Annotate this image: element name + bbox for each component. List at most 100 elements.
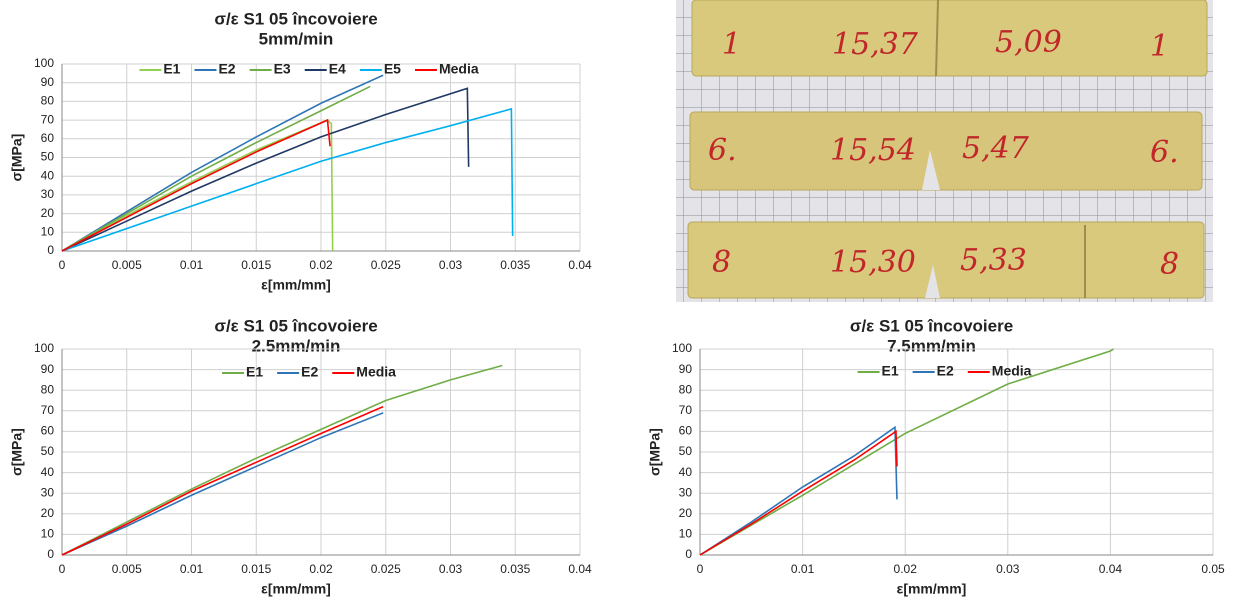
x-tick-label: 0.01	[180, 562, 204, 576]
photo-label: 5,09	[995, 25, 1062, 60]
y-tick-label: 20	[679, 506, 693, 520]
y-tick-label: 0	[47, 243, 54, 257]
legend-label: E2	[301, 364, 318, 380]
y-tick-label: 100	[672, 341, 692, 355]
y-tick-label: 20	[41, 506, 55, 520]
x-tick-label: 0.01	[791, 562, 815, 576]
legend-label: E4	[329, 61, 346, 77]
x-tick-label: 0.03	[996, 562, 1020, 576]
y-tick-label: 50	[679, 444, 693, 458]
y-tick-label: 40	[679, 465, 693, 479]
y-tick-label: 70	[41, 403, 55, 417]
y-tick-label: 30	[679, 485, 693, 499]
y-tick-label: 30	[41, 187, 55, 201]
y-tick-label: 60	[41, 424, 55, 438]
legend-label: E2	[218, 61, 235, 77]
y-tick-label: 10	[41, 527, 55, 541]
x-tick-label: 0.01	[180, 258, 204, 272]
series-line	[61, 119, 334, 252]
y-tick-label: 90	[41, 362, 55, 376]
x-tick-label: 0.025	[371, 258, 401, 272]
photo-label: 15,30	[830, 245, 916, 280]
strip	[689, 111, 1203, 191]
photo-label: 1	[722, 27, 741, 62]
y-tick-label: 0	[47, 547, 54, 561]
x-tick-label: 0.03	[439, 562, 463, 576]
legend-label: E5	[384, 61, 401, 77]
specimen-photo: 1 15,37 5,09 1 6. 15,54 5,47 6. 8 15,30 …	[676, 0, 1213, 302]
y-tick-label: 10	[41, 224, 55, 238]
crack	[935, 0, 939, 77]
y-tick-label: 80	[41, 94, 55, 108]
x-tick-label: 0.02	[309, 562, 333, 576]
legend-label: Media	[992, 363, 1032, 379]
y-tick-label: 100	[34, 341, 54, 355]
photo-label: 5,47	[962, 131, 1030, 166]
x-axis-label: ε[mm/mm]	[897, 581, 967, 597]
x-axis-label: ε[mm/mm]	[261, 277, 331, 293]
notch	[922, 150, 940, 190]
y-tick-label: 30	[41, 485, 55, 499]
x-tick-label: 0.02	[894, 562, 918, 576]
y-tick-label: 20	[41, 206, 55, 220]
x-tick-label: 0.04	[1099, 562, 1123, 576]
x-tick-label: 0.005	[112, 562, 142, 576]
x-tick-label: 0.03	[439, 258, 463, 272]
series-line	[699, 429, 898, 556]
photo-label: 8	[712, 245, 731, 280]
y-tick-label: 50	[41, 150, 55, 164]
x-tick-label: 0	[59, 562, 66, 576]
y-tick-label: 60	[41, 131, 55, 145]
strip	[687, 221, 1205, 299]
x-tick-label: 0	[697, 562, 704, 576]
photo-label: 15,54	[830, 133, 916, 168]
y-tick-label: 10	[679, 527, 693, 541]
x-tick-label: 0.035	[500, 562, 530, 576]
chart-subtitle: 7.5mm/min	[887, 336, 976, 355]
y-tick-label: 80	[679, 382, 693, 396]
y-axis-label: σ[MPa]	[647, 428, 663, 476]
chart-subtitle: 5mm/min	[259, 29, 334, 48]
legend-label: E2	[937, 363, 954, 379]
y-axis-label: σ[MPa]	[9, 428, 25, 476]
legend: E1 E2 Media	[857, 363, 1032, 379]
series-line	[61, 412, 384, 556]
series-line	[61, 405, 384, 556]
x-tick-label: 0.02	[309, 258, 333, 272]
x-tick-label: 0.025	[371, 562, 401, 576]
y-tick-label: 40	[41, 168, 55, 182]
x-tick-label: 0.015	[241, 258, 271, 272]
series-line	[61, 85, 371, 252]
series-line	[699, 348, 1114, 556]
y-tick-label: 90	[679, 362, 693, 376]
photo-label: 5,33	[960, 243, 1027, 278]
photo-label: 8	[1160, 247, 1179, 282]
legend-label: E1	[246, 364, 263, 380]
legend: E1 E2 E3 E4 E5 Media	[139, 61, 479, 77]
legend-label: E3	[274, 61, 291, 77]
strip	[691, 0, 1208, 77]
y-tick-label: 90	[41, 75, 55, 89]
legend-label: E1	[163, 61, 180, 77]
legend-label: Media	[356, 364, 396, 380]
chart-title: σ/ε S1 05 încovoiere	[850, 316, 1013, 335]
x-tick-label: 0	[59, 258, 66, 272]
series-line	[61, 87, 470, 252]
series-line	[61, 107, 514, 252]
photo-label: 6.	[1150, 135, 1179, 170]
chart-subtitle: 2.5mm/min	[252, 336, 341, 355]
y-tick-label: 0	[685, 547, 692, 561]
photo-label: 15,37	[832, 27, 919, 62]
y-tick-label: 40	[41, 465, 55, 479]
series-line	[61, 74, 384, 252]
chart-title: σ/ε S1 05 încovoiere	[214, 316, 377, 335]
x-tick-label: 0.05	[1201, 562, 1225, 576]
legend: E1 E2 Media	[222, 364, 396, 380]
photo-label: 1	[1150, 29, 1169, 64]
y-tick-label: 80	[41, 382, 55, 396]
series-line	[61, 118, 331, 252]
y-tick-label: 100	[34, 56, 54, 70]
